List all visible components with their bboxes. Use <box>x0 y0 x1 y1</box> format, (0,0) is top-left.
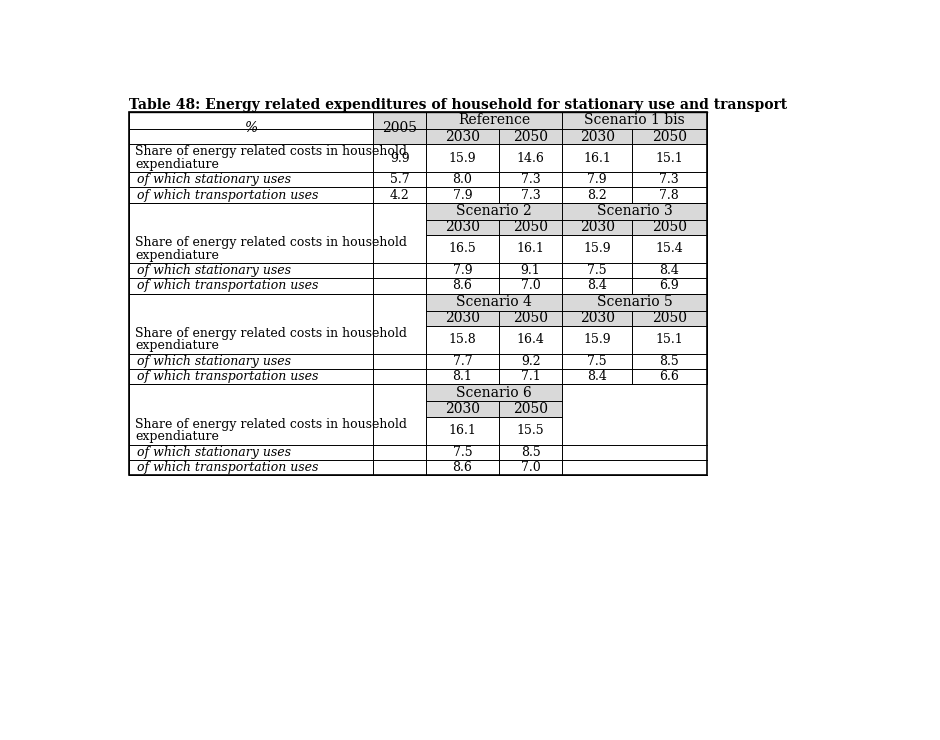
Text: 8.6: 8.6 <box>452 280 472 292</box>
Text: 8.0: 8.0 <box>452 173 472 186</box>
Text: expendiature: expendiature <box>135 158 219 171</box>
Text: 7.9: 7.9 <box>588 173 607 186</box>
Text: 7.9: 7.9 <box>452 264 472 277</box>
Text: 2050: 2050 <box>651 221 687 235</box>
Text: Share of energy related costs in household: Share of energy related costs in househo… <box>135 327 407 340</box>
Text: 7.3: 7.3 <box>521 173 540 186</box>
Text: 7.5: 7.5 <box>588 355 607 368</box>
Text: 2050: 2050 <box>513 402 548 416</box>
Text: expendiature: expendiature <box>135 340 219 352</box>
Text: 15.4: 15.4 <box>655 243 683 255</box>
Text: Share of energy related costs in household: Share of energy related costs in househo… <box>135 236 407 249</box>
Text: 2030: 2030 <box>580 130 615 144</box>
Text: 7.7: 7.7 <box>452 355 472 368</box>
Text: 8.4: 8.4 <box>659 264 680 277</box>
Text: 16.5: 16.5 <box>448 243 477 255</box>
Text: 8.1: 8.1 <box>452 370 472 383</box>
Text: 7.5: 7.5 <box>588 264 607 277</box>
Text: 16.4: 16.4 <box>517 333 544 346</box>
Bar <box>426 129 707 144</box>
Text: 6.6: 6.6 <box>659 370 680 383</box>
Text: of which transportation uses: of which transportation uses <box>137 370 319 383</box>
Text: 2030: 2030 <box>580 221 615 235</box>
Text: 2050: 2050 <box>651 312 687 326</box>
Text: 7.3: 7.3 <box>521 189 540 201</box>
Text: 7.8: 7.8 <box>660 189 680 201</box>
Text: of which transportation uses: of which transportation uses <box>137 280 319 292</box>
Text: 8.5: 8.5 <box>660 355 680 368</box>
Text: 15.5: 15.5 <box>517 424 544 437</box>
Text: 15.1: 15.1 <box>655 152 683 164</box>
Text: Reference: Reference <box>458 113 530 127</box>
Text: Scenario 4: Scenario 4 <box>456 295 532 309</box>
Text: 9.1: 9.1 <box>521 264 540 277</box>
Bar <box>373 112 426 144</box>
Text: 2030: 2030 <box>445 402 480 416</box>
Text: Scenario 6: Scenario 6 <box>456 386 532 400</box>
Text: expendiature: expendiature <box>135 249 219 262</box>
Text: 15.9: 15.9 <box>584 243 611 255</box>
Text: of which transportation uses: of which transportation uses <box>137 189 319 201</box>
Text: 2030: 2030 <box>445 312 480 326</box>
Text: of which stationary uses: of which stationary uses <box>137 355 290 368</box>
Text: 8.6: 8.6 <box>452 461 472 474</box>
Text: of which stationary uses: of which stationary uses <box>137 445 290 459</box>
Text: 2030: 2030 <box>445 130 480 144</box>
Text: 2050: 2050 <box>513 130 548 144</box>
Text: Scenario 1 bis: Scenario 1 bis <box>584 113 685 127</box>
Text: Scenario 3: Scenario 3 <box>597 204 672 218</box>
Text: 6.9: 6.9 <box>660 280 680 292</box>
Text: Share of energy related costs in household: Share of energy related costs in househo… <box>135 418 407 431</box>
Text: of which stationary uses: of which stationary uses <box>137 264 290 277</box>
Text: 9.2: 9.2 <box>521 355 540 368</box>
Text: 15.9: 15.9 <box>584 333 611 346</box>
Text: %: % <box>244 121 258 135</box>
Text: 7.3: 7.3 <box>660 173 680 186</box>
Text: Scenario 5: Scenario 5 <box>597 295 672 309</box>
Text: 7.0: 7.0 <box>521 461 540 474</box>
Text: 16.1: 16.1 <box>584 152 611 164</box>
Text: 7.5: 7.5 <box>452 445 472 459</box>
Text: 4.2: 4.2 <box>390 189 410 201</box>
Bar <box>129 112 707 475</box>
Text: 2030: 2030 <box>580 312 615 326</box>
Text: 9.9: 9.9 <box>390 152 410 164</box>
Bar <box>373 112 707 129</box>
Bar <box>426 294 707 326</box>
Text: 2050: 2050 <box>513 312 548 326</box>
Text: 8.2: 8.2 <box>588 189 607 201</box>
Text: 5.7: 5.7 <box>390 173 410 186</box>
Text: 2005: 2005 <box>382 121 417 135</box>
Text: expendiature: expendiature <box>135 431 219 443</box>
Text: Scenario 2: Scenario 2 <box>456 204 532 218</box>
Text: 8.4: 8.4 <box>588 370 607 383</box>
Bar <box>426 385 562 417</box>
Text: 2050: 2050 <box>513 221 548 235</box>
Bar <box>129 112 707 475</box>
Text: 8.5: 8.5 <box>521 445 540 459</box>
Text: of which transportation uses: of which transportation uses <box>137 461 319 474</box>
Text: Share of energy related costs in household: Share of energy related costs in househo… <box>135 146 407 158</box>
Text: 8.4: 8.4 <box>588 280 607 292</box>
Text: 16.1: 16.1 <box>517 243 544 255</box>
Text: 7.9: 7.9 <box>452 189 472 201</box>
Text: 15.9: 15.9 <box>448 152 477 164</box>
Bar <box>426 203 707 235</box>
Text: 2050: 2050 <box>651 130 687 144</box>
Text: 15.1: 15.1 <box>655 333 683 346</box>
Text: 14.6: 14.6 <box>517 152 544 164</box>
Text: 2030: 2030 <box>445 221 480 235</box>
Text: of which stationary uses: of which stationary uses <box>137 173 290 186</box>
Text: Table 48: Energy related expenditures of household for stationary use and transp: Table 48: Energy related expenditures of… <box>129 98 788 112</box>
Text: 7.1: 7.1 <box>521 370 540 383</box>
Text: 16.1: 16.1 <box>448 424 477 437</box>
Text: 15.8: 15.8 <box>448 333 477 346</box>
Text: 7.0: 7.0 <box>521 280 540 292</box>
